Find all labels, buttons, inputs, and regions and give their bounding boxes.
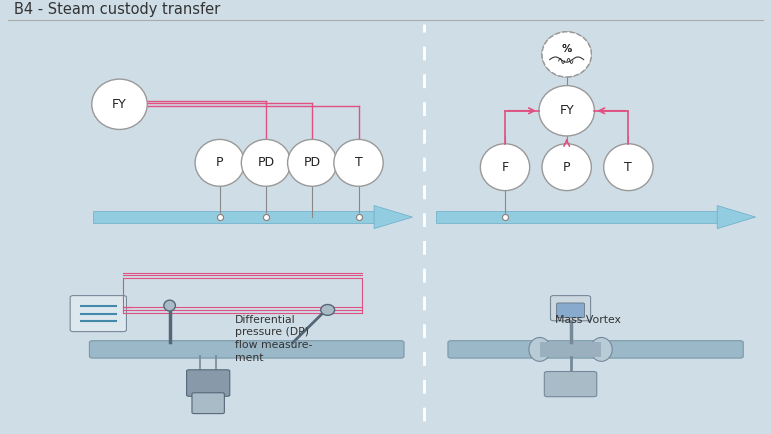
Ellipse shape — [542, 32, 591, 77]
Ellipse shape — [92, 79, 147, 129]
Ellipse shape — [542, 32, 591, 77]
FancyBboxPatch shape — [192, 393, 224, 414]
Ellipse shape — [195, 139, 244, 186]
FancyArrow shape — [374, 206, 412, 229]
FancyArrow shape — [717, 206, 756, 229]
FancyBboxPatch shape — [89, 341, 404, 358]
FancyBboxPatch shape — [550, 296, 591, 321]
Text: T: T — [625, 161, 632, 174]
Bar — [93, 211, 374, 223]
Text: P: P — [563, 161, 571, 174]
FancyBboxPatch shape — [557, 303, 584, 318]
Text: %: % — [562, 44, 571, 54]
FancyBboxPatch shape — [448, 341, 743, 358]
Ellipse shape — [241, 139, 291, 186]
Ellipse shape — [604, 144, 653, 191]
Ellipse shape — [163, 300, 176, 311]
Ellipse shape — [542, 144, 591, 191]
Text: B4 - Steam custody transfer: B4 - Steam custody transfer — [14, 2, 221, 17]
Ellipse shape — [334, 139, 383, 186]
Text: Mass Vortex: Mass Vortex — [555, 315, 621, 325]
Text: P: P — [216, 156, 224, 169]
Ellipse shape — [591, 338, 612, 362]
Text: FY: FY — [559, 104, 574, 117]
Text: PD: PD — [304, 156, 321, 169]
Bar — [436, 211, 717, 223]
FancyBboxPatch shape — [544, 372, 597, 397]
Ellipse shape — [529, 338, 550, 362]
Text: %
∿∿: % ∿∿ — [557, 43, 576, 65]
Text: T: T — [355, 156, 362, 169]
Text: FY: FY — [112, 98, 127, 111]
FancyBboxPatch shape — [187, 370, 230, 396]
FancyBboxPatch shape — [540, 342, 601, 357]
Ellipse shape — [480, 144, 530, 191]
Ellipse shape — [288, 139, 337, 186]
Ellipse shape — [321, 305, 335, 316]
Text: F: F — [501, 161, 509, 174]
Text: Differential
pressure (DP)
flow measure-
ment: Differential pressure (DP) flow measure-… — [235, 315, 312, 363]
Ellipse shape — [539, 85, 594, 136]
FancyBboxPatch shape — [70, 296, 126, 332]
Text: PD: PD — [258, 156, 274, 169]
